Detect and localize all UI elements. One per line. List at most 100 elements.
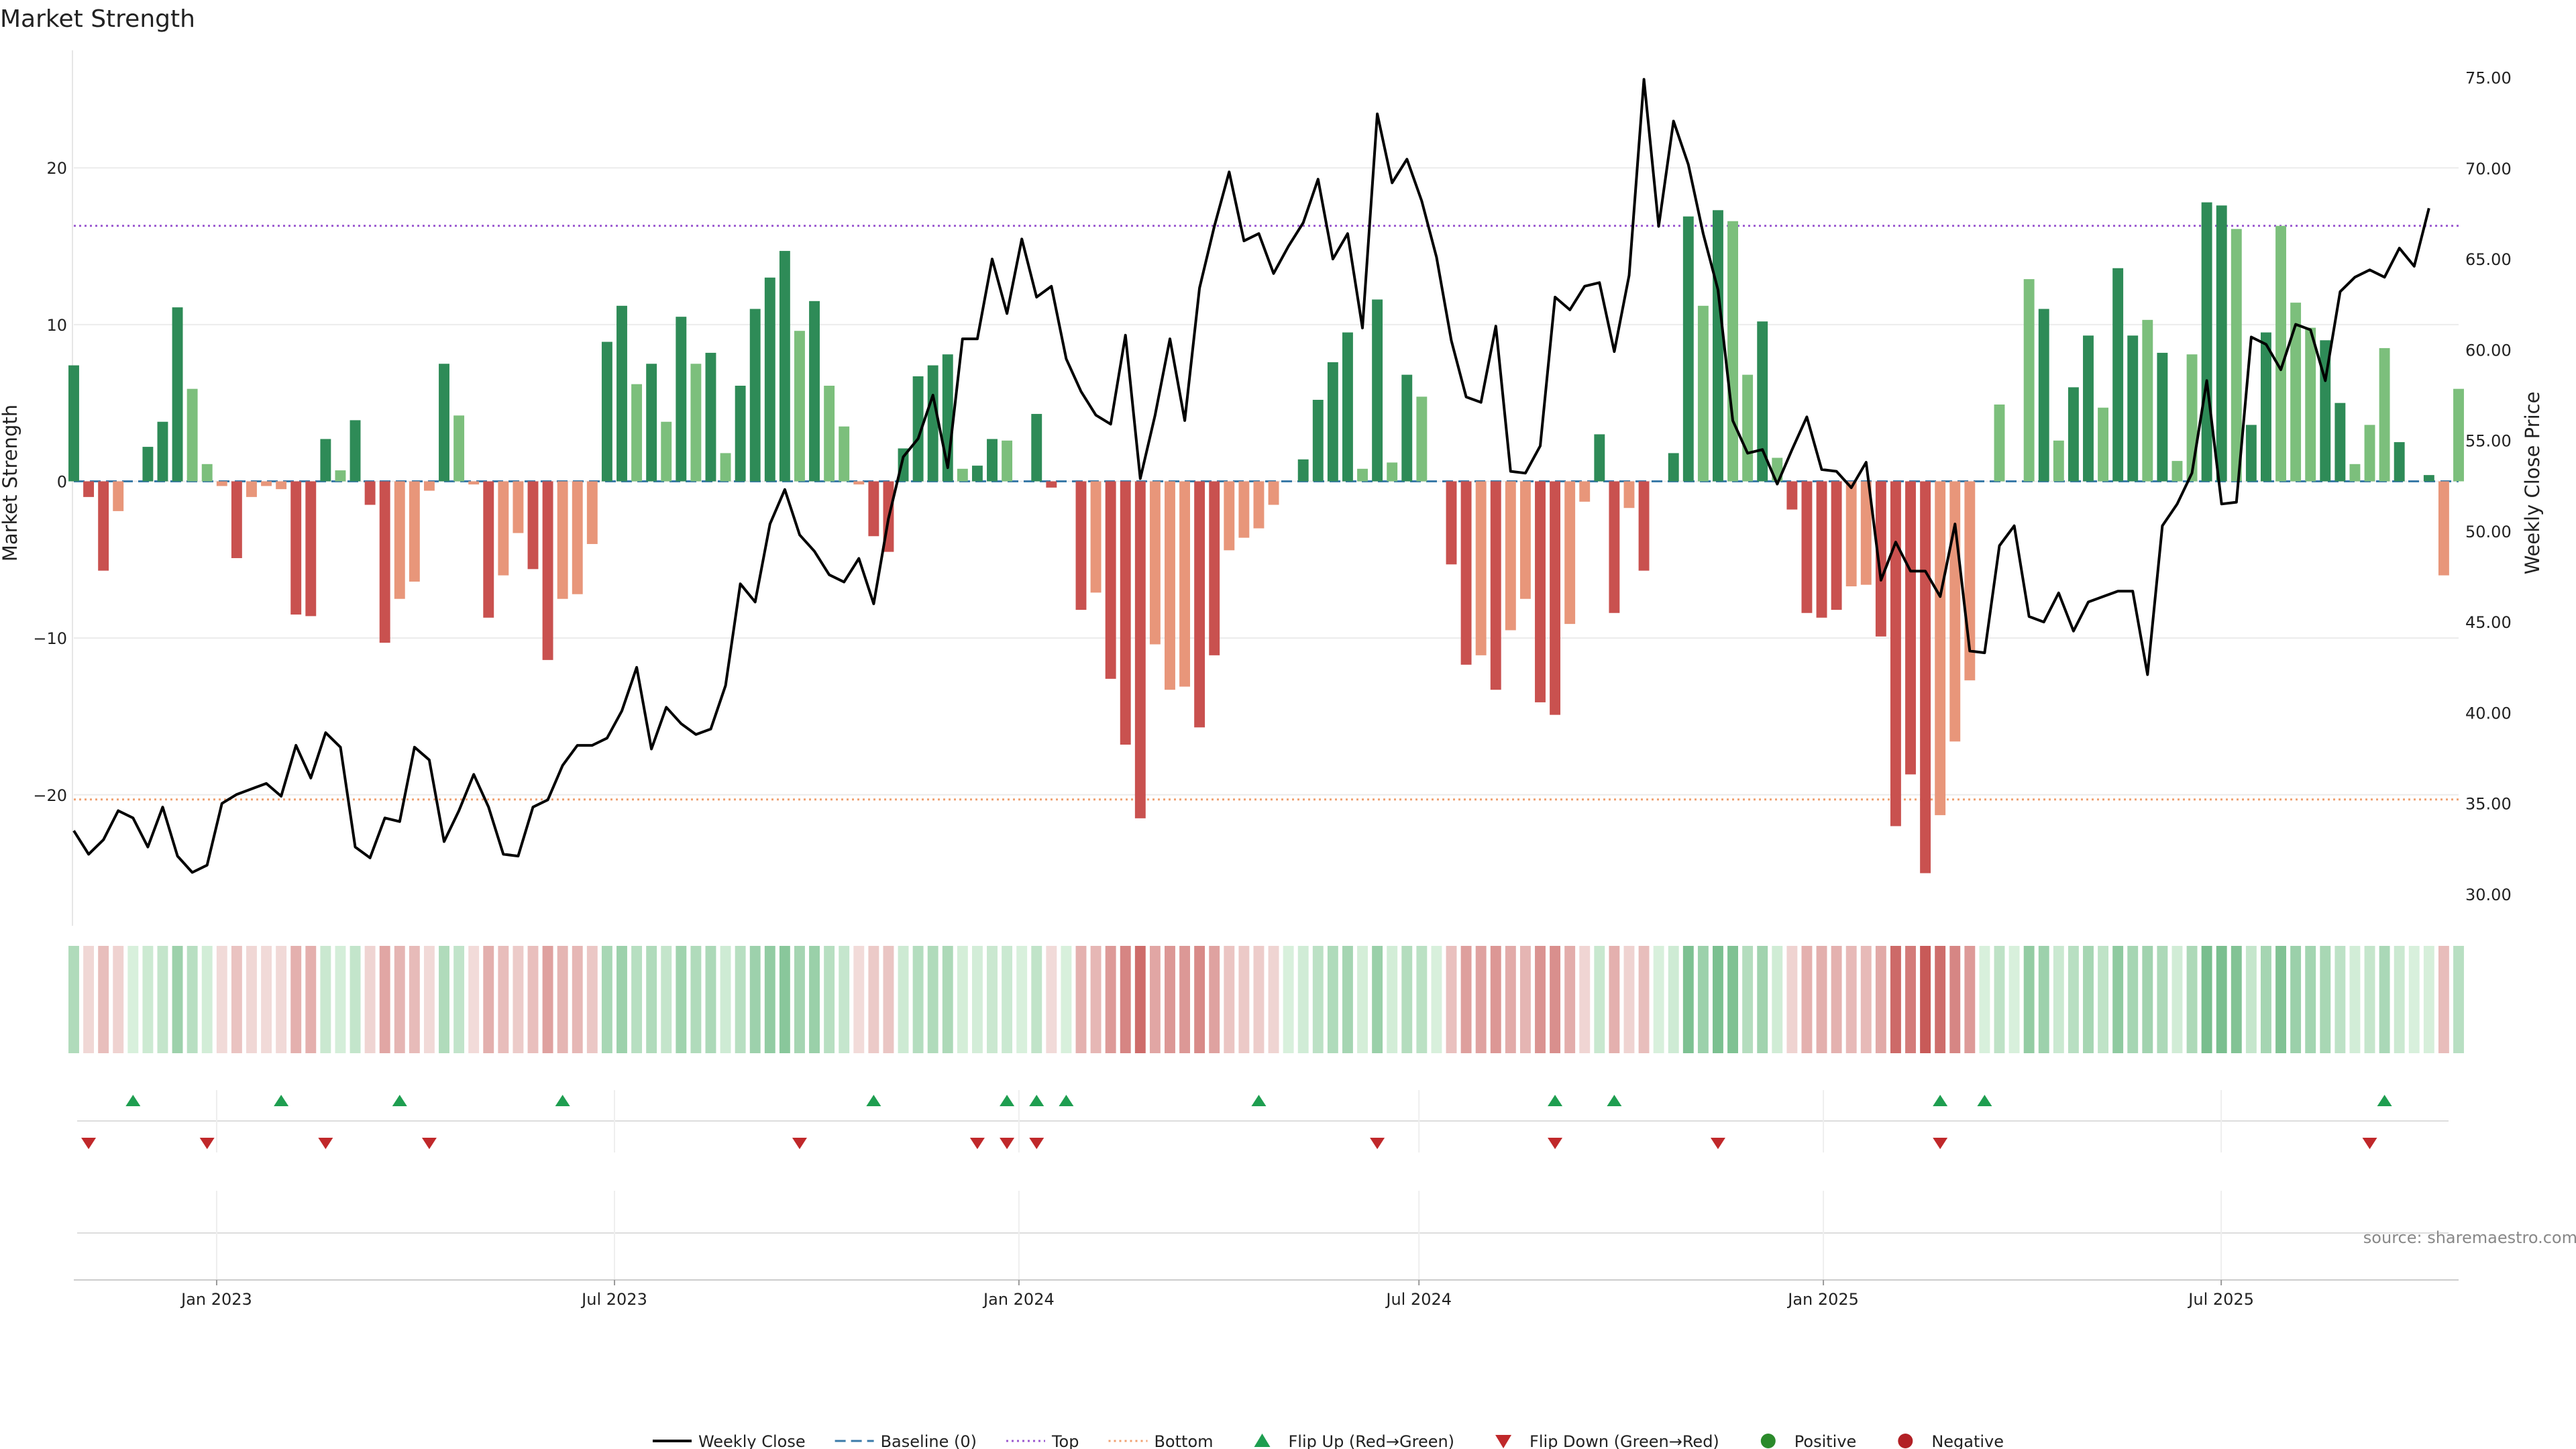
strength-bar bbox=[987, 439, 998, 482]
y2-tick-label: 75.00 bbox=[2465, 69, 2512, 88]
heat-cell bbox=[2038, 946, 2049, 1053]
strength-bar bbox=[2142, 319, 2153, 482]
flip-up-marker bbox=[2377, 1095, 2392, 1106]
y2-tick-label: 65.00 bbox=[2465, 250, 2512, 269]
heat-cell bbox=[2320, 946, 2331, 1053]
strength-bar bbox=[172, 307, 183, 482]
heat-cell bbox=[1920, 946, 1931, 1053]
strength-bar bbox=[1238, 481, 1250, 538]
strength-bar bbox=[1297, 459, 1309, 482]
chart-title: Market Strength bbox=[0, 5, 195, 33]
flip-down-marker bbox=[81, 1138, 97, 1149]
strength-bar bbox=[1149, 481, 1161, 645]
heat-cell bbox=[2275, 946, 2286, 1053]
strength-bar bbox=[483, 481, 494, 618]
strength-bar bbox=[1564, 481, 1576, 625]
heat-cell bbox=[616, 946, 627, 1053]
strength-bar bbox=[142, 447, 154, 482]
strength-bar bbox=[1475, 481, 1487, 655]
x-tick-label: Jan 2023 bbox=[180, 1290, 252, 1309]
heat-cell bbox=[957, 946, 968, 1053]
strength-bar bbox=[2305, 327, 2316, 482]
legend-label: Flip Down (Green→Red) bbox=[1529, 1432, 1719, 1449]
flip-down-marker bbox=[2362, 1138, 2377, 1149]
strength-bar bbox=[646, 364, 657, 482]
heat-cell bbox=[1935, 946, 1946, 1053]
heat-cell bbox=[1623, 946, 1635, 1053]
legend-item: Flip Up (Red→Green) bbox=[1254, 1432, 1454, 1449]
y-tick-label: 20 bbox=[46, 159, 67, 178]
heat-cell bbox=[2305, 946, 2316, 1053]
strength-bar bbox=[824, 385, 835, 482]
weekly-close-line bbox=[72, 78, 2430, 874]
heat-cell bbox=[2245, 946, 2257, 1053]
strength-bar bbox=[2038, 309, 2049, 482]
strength-bar bbox=[572, 481, 583, 594]
strength-bar bbox=[1090, 481, 1102, 593]
strength-bar bbox=[601, 341, 612, 482]
x-tick-label: Jan 2025 bbox=[1786, 1290, 1859, 1309]
heat-cell bbox=[883, 946, 894, 1053]
heat-cell bbox=[987, 946, 998, 1053]
heat-cell bbox=[853, 946, 865, 1053]
strength-bar bbox=[1105, 481, 1116, 679]
legend-triangle-down-icon bbox=[1495, 1435, 1512, 1448]
flip-down-marker bbox=[1370, 1138, 1385, 1149]
heat-cell bbox=[720, 946, 731, 1053]
heat-cell bbox=[364, 946, 376, 1053]
strength-bar bbox=[2423, 475, 2434, 482]
heat-cell bbox=[83, 946, 95, 1053]
heat-cell bbox=[1505, 946, 1516, 1053]
strength-bar bbox=[1757, 321, 1768, 482]
heat-cell bbox=[1075, 946, 1087, 1053]
heat-cell bbox=[1564, 946, 1576, 1053]
strength-bar bbox=[1253, 481, 1265, 529]
heat-cell bbox=[1979, 946, 1990, 1053]
strength-bar bbox=[1075, 481, 1087, 610]
reference-lines bbox=[74, 225, 2459, 801]
heat-cell bbox=[1165, 946, 1175, 1053]
heat-cell bbox=[1061, 946, 1072, 1053]
strength-bar bbox=[1831, 481, 1842, 610]
strength-bar bbox=[1816, 481, 1827, 618]
strength-bar bbox=[1134, 481, 1146, 818]
heat-cell bbox=[1253, 946, 1265, 1053]
strength-bar bbox=[68, 365, 79, 482]
y-axis-left: −20 −10 0 10 20 bbox=[33, 159, 67, 805]
flip-up-marker bbox=[1251, 1095, 1267, 1106]
heat-cell bbox=[1550, 946, 1561, 1053]
strength-bar bbox=[379, 481, 390, 643]
y2-tick-label: 55.00 bbox=[2465, 432, 2512, 451]
strength-bar bbox=[2290, 303, 2302, 482]
strength-bar bbox=[246, 481, 257, 497]
heat-cell bbox=[2083, 946, 2094, 1053]
legend-item: Bottom bbox=[1108, 1432, 1214, 1449]
strength-bar bbox=[513, 481, 524, 533]
heat-cell bbox=[794, 946, 805, 1053]
heat-cell bbox=[216, 946, 227, 1053]
heat-cell bbox=[409, 946, 420, 1053]
heat-cell bbox=[2394, 946, 2405, 1053]
heat-cell bbox=[1401, 946, 1413, 1053]
strength-bar bbox=[157, 421, 168, 482]
heat-cell bbox=[2127, 946, 2139, 1053]
strength-bar bbox=[2349, 464, 2361, 482]
strength-bar bbox=[1357, 468, 1368, 482]
strength-bars bbox=[68, 202, 2464, 873]
heat-cell bbox=[290, 946, 302, 1053]
legend-label: Positive bbox=[1794, 1432, 1857, 1449]
flip-down-marker bbox=[1029, 1138, 1044, 1149]
heat-cell bbox=[127, 946, 139, 1053]
heat-cell bbox=[1460, 946, 1472, 1053]
flip-up-marker bbox=[555, 1095, 570, 1106]
strength-bar bbox=[676, 317, 687, 482]
heat-cell bbox=[1387, 946, 1398, 1053]
source-note: source: sharemaestro.com bbox=[2363, 1228, 2576, 1247]
heat-cell bbox=[246, 946, 257, 1053]
heat-cell bbox=[1105, 946, 1116, 1053]
strength-bar bbox=[631, 384, 643, 482]
flip-up-marker bbox=[866, 1095, 881, 1106]
strength-bar bbox=[1327, 362, 1338, 482]
strength-bar bbox=[1638, 481, 1650, 571]
strength-bar bbox=[2334, 402, 2346, 482]
